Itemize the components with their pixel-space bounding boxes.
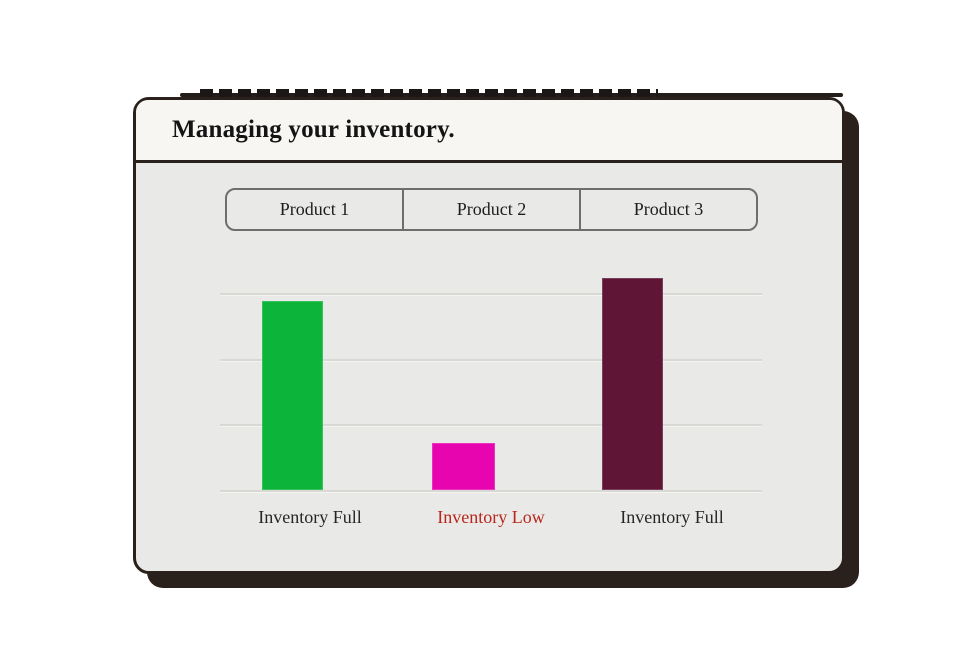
bar-product-3 (602, 278, 663, 490)
bar-label: Inventory Full (620, 507, 724, 527)
gridline (220, 293, 762, 296)
page-title: Managing your inventory. (172, 116, 455, 143)
clipped-text-strip (200, 89, 658, 98)
bar-product-1 (262, 301, 323, 490)
product-tabs: Product 1 Product 2 Product 3 (225, 188, 758, 231)
tab-product-1[interactable]: Product 1 (227, 190, 402, 229)
gridline (220, 424, 762, 427)
gridline (220, 490, 762, 493)
bar-product-2 (432, 443, 495, 490)
card-body: Product 1 Product 2 Product 3 Inventory … (136, 163, 842, 571)
inventory-card: Managing your inventory. Product 1 Produ… (133, 97, 845, 574)
inventory-chart: Inventory Full Inventory Low Inventory F… (136, 163, 842, 571)
gridline (220, 359, 762, 362)
tab-product-3[interactable]: Product 3 (579, 190, 756, 229)
tab-product-2[interactable]: Product 2 (402, 190, 579, 229)
card-header: Managing your inventory. (136, 100, 842, 163)
bar-label: Inventory Low (437, 507, 545, 527)
bar-label: Inventory Full (258, 507, 362, 527)
